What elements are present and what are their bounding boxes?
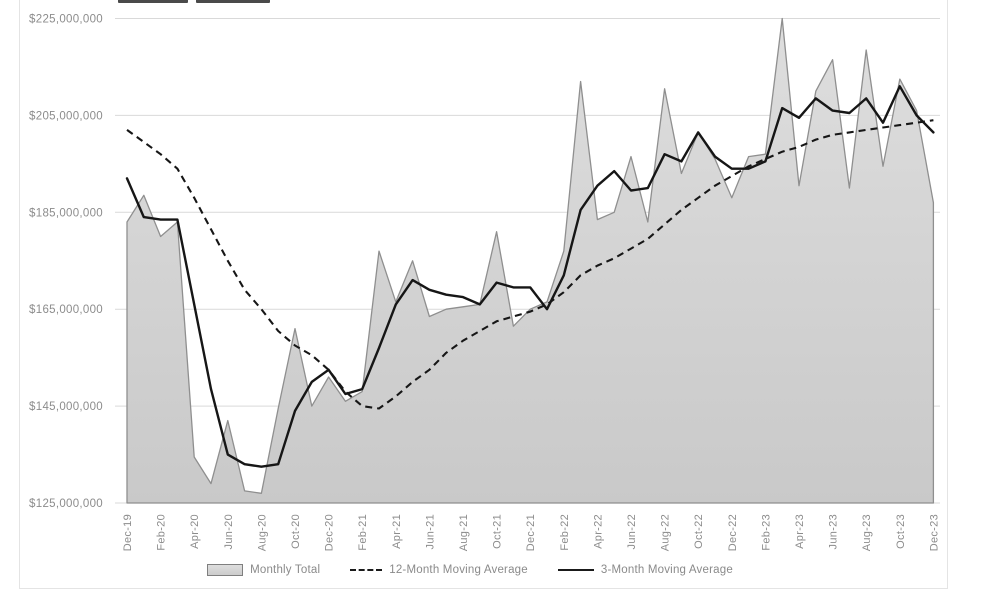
y-axis-label: $205,000,000: [29, 110, 103, 122]
x-axis-label: Dec-19: [122, 514, 134, 551]
y-axis-label: $185,000,000: [29, 207, 103, 219]
x-axis-label: Jun-20: [223, 514, 235, 549]
x-axis-label: Oct-23: [895, 514, 907, 549]
x-axis-label: Dec-21: [525, 514, 537, 551]
y-axis-label: $125,000,000: [29, 498, 103, 510]
x-axis-label: Feb-20: [156, 514, 168, 551]
x-axis-label: Aug-22: [660, 514, 672, 551]
card-border-left: [19, 0, 20, 589]
monthly-total-area-series: [126, 17, 935, 504]
x-axis-label: Oct-22: [693, 514, 705, 549]
y-axis-label: $225,000,000: [29, 14, 103, 26]
legend-label: 12-Month Moving Average: [389, 564, 528, 576]
solid-line-swatch-icon: [557, 569, 594, 571]
area-swatch-icon: [207, 564, 244, 576]
x-axis-label: Apr-20: [189, 514, 201, 549]
y-axis-label: $145,000,000: [29, 401, 103, 413]
x-axis-label: Jun-21: [424, 514, 436, 549]
x-axis-label: Apr-21: [391, 514, 403, 549]
x-axis-label: Aug-23: [861, 514, 873, 551]
legend-label: Monthly Total: [250, 564, 321, 576]
three-month-moving-average-path: [125, 85, 935, 468]
legend-item-12-month-moving-average: 12-Month Moving Average: [350, 564, 528, 576]
x-axis-label: Feb-21: [357, 514, 369, 551]
x-axis-label: Feb-22: [559, 514, 571, 551]
legend-item-3-month-moving-average: 3-Month Moving Average: [557, 564, 733, 576]
chart-legend: Monthly Total 12-Month Moving Average 3-…: [75, 559, 865, 581]
y-axis-tick-labels: $225,000,000 $205,000,000 $185,000,000 $165…: [29, 14, 103, 511]
monthly-total-area-path: [126, 17, 935, 504]
twelve-month-moving-average-line: [126, 119, 934, 410]
x-axis-label: Dec-22: [727, 514, 739, 551]
x-axis-label: Dec-23: [928, 514, 940, 551]
x-axis-label: Aug-21: [458, 514, 470, 551]
clipped-title-remnant: [118, 0, 188, 3]
card-border-right: [947, 0, 948, 589]
card-border-bottom: [19, 588, 948, 589]
legend-label: 3-Month Moving Average: [600, 564, 733, 576]
y-axis-label: $165,000,000: [29, 304, 103, 316]
x-axis-label: Apr-22: [592, 514, 604, 549]
x-axis-label: Aug-20: [256, 514, 268, 551]
twelve-month-moving-average-path: [126, 119, 934, 410]
x-axis-label: Feb-23: [760, 514, 772, 551]
x-axis-tick-labels: Dec-19 Feb-20 Apr-20 Jun-20 Aug-20 Oct-20 Dec-…: [122, 514, 940, 551]
legend-item-monthly-total: Monthly Total: [207, 564, 320, 576]
clipped-title-remnant: [196, 0, 270, 3]
dashed-line-swatch-icon: [350, 569, 383, 571]
x-axis-label: Oct-21: [492, 514, 504, 549]
x-axis-label: Jun-23: [828, 514, 840, 549]
x-axis-label: Jun-22: [626, 514, 638, 549]
x-axis-label: Dec-20: [324, 514, 336, 551]
x-axis-label: Oct-20: [290, 514, 302, 549]
x-axis-label: Apr-23: [794, 514, 806, 549]
three-month-moving-average-line: [125, 85, 935, 468]
